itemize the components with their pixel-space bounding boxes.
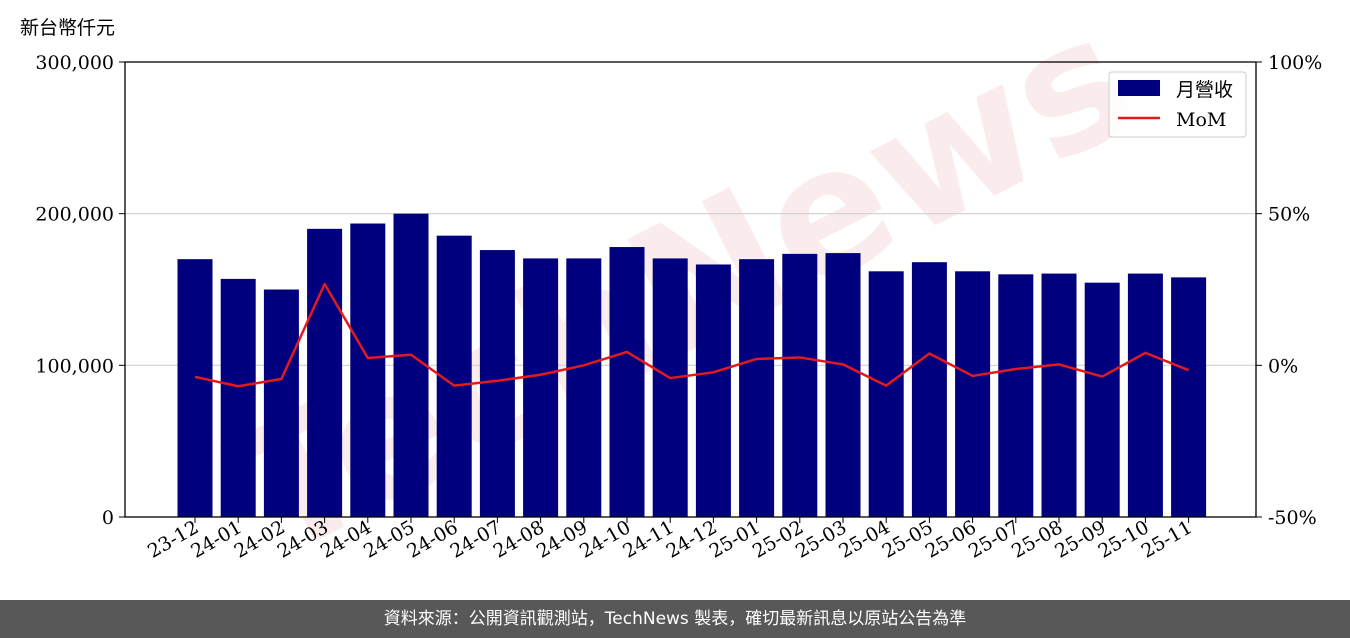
y2-tick-label: -50%	[1268, 507, 1317, 529]
revenue-bar-24-05	[393, 213, 429, 517]
revenue-bar-25-01	[739, 259, 775, 517]
revenue-bar-25-04	[868, 271, 904, 517]
revenue-bar-25-05	[911, 262, 947, 517]
revenue-bar-25-06	[955, 271, 991, 517]
y2-tick-label: 100%	[1268, 52, 1322, 74]
y-tick-label: 200,000	[35, 204, 114, 226]
revenue-bar-25-09	[1084, 282, 1120, 517]
y2-tick-label: 50%	[1268, 204, 1310, 226]
y-tick-label: 100,000	[35, 355, 114, 377]
mom-line	[194, 282, 1190, 388]
revenue-bar-24-11	[652, 258, 688, 517]
revenue-bar-24-03	[307, 228, 343, 518]
revenue-bar-24-08	[523, 258, 559, 517]
revenue-bar-25-07	[998, 274, 1034, 517]
legend: 月營收 MoM	[1108, 71, 1247, 138]
revenue-bar-25-03	[825, 253, 861, 517]
revenue-bar-24-02	[263, 289, 299, 517]
source-footer: 資料來源：公開資訊觀測站，TechNews 製表，確切最新訊息以原站公告為準	[0, 600, 1350, 638]
y2-tick-label: 0%	[1268, 355, 1298, 377]
y-axis-unit-label: 新台幣仟元	[20, 17, 115, 39]
revenue-bar-23-12	[177, 259, 213, 517]
revenue-bar-24-12	[695, 264, 731, 517]
right-y-axis: -50% 0% 50% 100%	[1256, 52, 1322, 529]
revenue-bar-24-04	[350, 223, 386, 517]
legend-label-revenue: 月營收	[1176, 79, 1233, 101]
x-tick-label: 25-11	[1138, 516, 1196, 562]
revenue-bar-24-07	[479, 250, 515, 518]
revenue-bar-25-02	[782, 253, 818, 517]
revenue-bar-25-11	[1171, 277, 1207, 517]
revenue-bar-25-08	[1041, 273, 1077, 517]
y-tick-label: 300,000	[35, 52, 114, 74]
source-text: 資料來源：公開資訊觀測站，TechNews 製表，確切最新訊息以原站公告為準	[383, 609, 967, 629]
bar-series	[177, 213, 1207, 518]
revenue-bar-24-10	[609, 247, 645, 518]
revenue-bar-24-01	[220, 278, 256, 517]
legend-label-mom: MoM	[1176, 109, 1226, 131]
y-tick-label: 0	[102, 507, 114, 529]
revenue-bar-25-10	[1127, 273, 1163, 517]
left-y-axis: 0 100,000 200,000 300,000	[35, 52, 125, 529]
plot-frame	[124, 61, 1257, 518]
revenue-bar-24-09	[566, 258, 602, 517]
legend-bar-swatch	[1118, 80, 1160, 96]
mom-line-series	[194, 282, 1190, 388]
